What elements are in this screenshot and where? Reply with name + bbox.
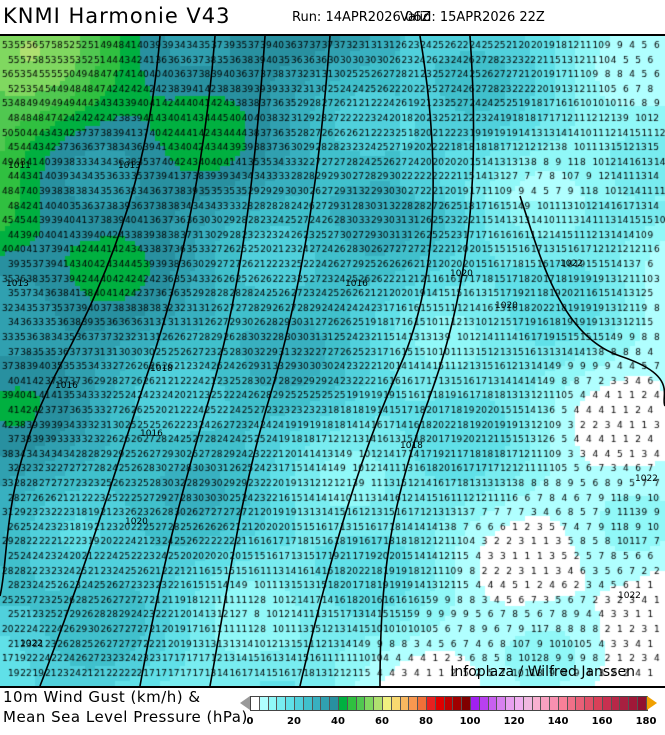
isobar-label: 1016 — [140, 429, 163, 439]
isobar-line — [209, 36, 331, 686]
colorbar-swatch — [523, 697, 533, 710]
isobar-line — [379, 36, 475, 686]
colorbar-swatch — [558, 697, 568, 710]
colorbar-swatch — [620, 697, 630, 710]
credit-text: Infoplaza / Wilfred Janssen — [450, 664, 635, 680]
colorbar-swatch — [347, 697, 357, 710]
colorbar-swatch — [506, 697, 515, 710]
colorbar-tick-label: 180 — [635, 716, 657, 727]
colorbar-tick-label: 140 — [547, 716, 569, 727]
isobar-line — [519, 195, 665, 407]
colorbar-swatch — [400, 697, 410, 710]
colorbar-swatch — [268, 697, 278, 710]
colorbar-tick-label: 80 — [419, 716, 433, 727]
colorbar-swatch — [303, 697, 313, 710]
isobar-label: 1020 — [125, 517, 148, 527]
colorbar-swatch — [382, 697, 392, 710]
colorbar-swatch — [409, 697, 419, 710]
wind-gust-map: 1011 1013 1013 1016 1016 1016 1018 1018 1020 1020… — [0, 34, 665, 688]
colorbar-swatch — [418, 697, 427, 710]
colorbar-swatch — [567, 697, 577, 710]
isobar-line — [0, 36, 161, 597]
isobar-label: 1016 — [345, 279, 368, 289]
isobar-label: 1020 — [450, 269, 473, 279]
run-time: Run: 14APR2026 06Z — [292, 10, 431, 25]
isobar-label: 1020 — [495, 301, 518, 311]
isobar-line — [139, 36, 266, 686]
colorbar-tick-label: 120 — [503, 716, 525, 727]
isobar-line — [299, 36, 434, 686]
colorbar — [250, 696, 648, 711]
isobar-label: 1022 — [20, 639, 43, 649]
colorbar-swatch — [251, 697, 260, 710]
colorbar-swatch — [479, 697, 489, 710]
isobar-label: 1013 — [6, 279, 29, 289]
colorbar-swatch — [374, 697, 383, 710]
colorbar-swatch — [602, 697, 612, 710]
isobar-layer: 1011 1013 1013 1016 1016 1016 1018 1018 1020 1020… — [0, 36, 665, 686]
colorbar-swatch — [330, 697, 339, 710]
colorbar-swatch — [550, 697, 559, 710]
isobar-label: 1018 — [150, 364, 173, 374]
colorbar-swatch — [638, 697, 647, 710]
colorbar-swatch — [338, 697, 348, 710]
colorbar-swatch — [294, 697, 304, 710]
colorbar-swatch — [497, 697, 507, 710]
colorbar-swatch — [286, 697, 295, 710]
colorbar-swatch — [391, 697, 401, 710]
colorbar-swatch — [365, 697, 375, 710]
colorbar-swatch — [426, 697, 436, 710]
colorbar-tick-label: 40 — [331, 716, 345, 727]
isobar-label: 1022 — [618, 591, 641, 601]
wind-gust-field — [0, 36, 665, 686]
legend-title-line1: 10m Wind Gust (km/h) & — [3, 688, 201, 706]
colorbar-tick-label: 60 — [375, 716, 389, 727]
colorbar-swatch — [629, 697, 639, 710]
colorbar-tick-label: 0 — [246, 716, 254, 727]
colorbar-swatch — [611, 697, 621, 710]
valid-time: Valid: 15APR2026 22Z — [400, 10, 545, 25]
colorbar-tick-label: 20 — [287, 716, 301, 727]
colorbar-tick-label: 160 — [591, 716, 613, 727]
colorbar-swatch — [488, 697, 498, 710]
colorbar-tick-label: 100 — [459, 716, 481, 727]
isobar-label: 1011 — [8, 161, 31, 171]
colorbar-swatch — [594, 697, 603, 710]
isobar-line — [39, 36, 216, 686]
colorbar-swatch — [514, 697, 524, 710]
isobar-label: 1018 — [400, 441, 423, 451]
colorbar-swatch — [435, 697, 445, 710]
isobar-label: 1016 — [55, 381, 78, 391]
colorbar-swatch — [462, 697, 471, 710]
colorbar-swatch — [259, 697, 269, 710]
colorbar-swatch — [532, 697, 542, 710]
isobar-label: 1013 — [118, 161, 141, 171]
colorbar-swatch — [541, 697, 551, 710]
colorbar-swatch — [576, 697, 586, 710]
isobar-label: 1022 — [635, 474, 658, 484]
colorbar-swatch — [277, 697, 287, 710]
colorbar-swatch — [453, 697, 463, 710]
chart-title: KNMI Harmonie V43 — [3, 4, 231, 28]
colorbar-swatch — [356, 697, 366, 710]
colorbar-max-arrow — [647, 696, 657, 710]
colorbar-swatch — [312, 697, 322, 710]
colorbar-swatch — [444, 697, 454, 710]
colorbar-swatch — [321, 697, 331, 710]
colorbar-min-arrow — [240, 696, 250, 710]
colorbar-swatch — [585, 697, 595, 710]
isobar-label: 1022 — [560, 259, 583, 269]
colorbar-swatch — [470, 697, 480, 710]
legend-title-line2: Mean Sea Level Pressure (hPa) — [3, 708, 248, 726]
